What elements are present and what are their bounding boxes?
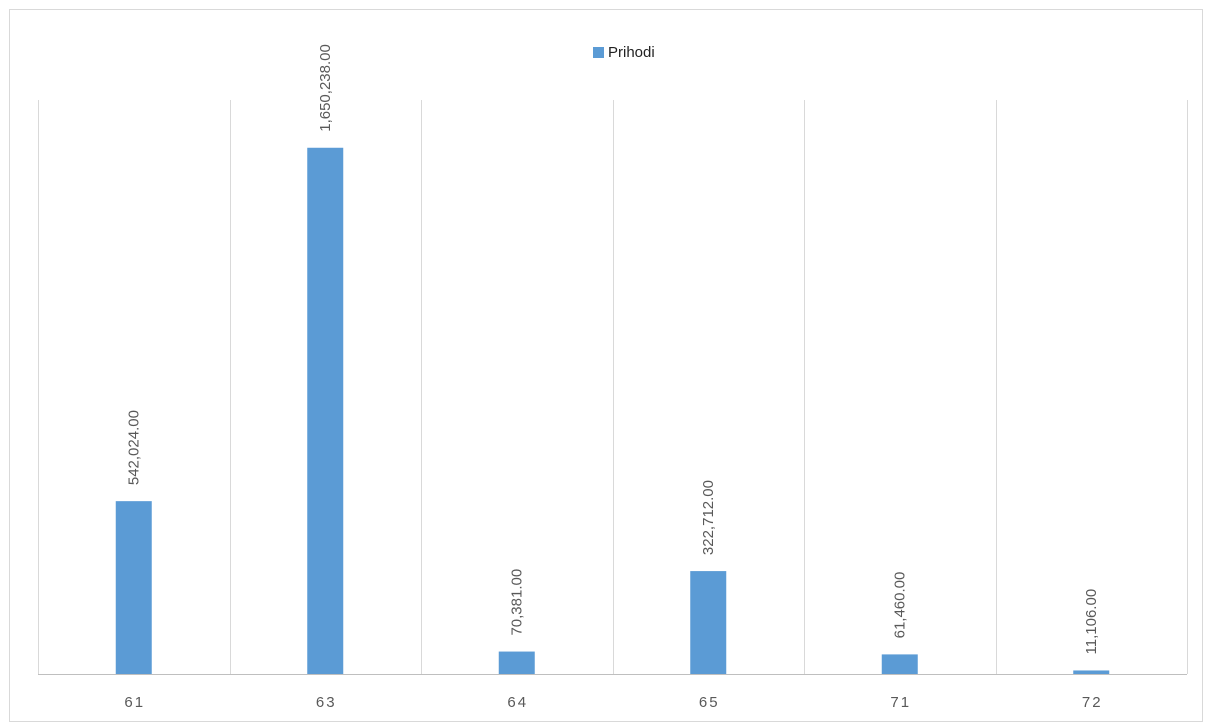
bar-65 [690,571,727,674]
bar-71 [881,654,918,674]
data-label-72: 11,106.00 [1083,589,1100,655]
x-tick-label-65: 65 [699,694,720,711]
bar-63 [307,147,344,674]
bar-61 [115,501,152,674]
x-tick-label-71: 71 [890,694,911,711]
data-label-64: 70,381.00 [509,569,526,636]
x-tick-label-63: 63 [316,694,337,711]
data-label-61: 542,024.00 [126,410,143,485]
legend-label: Prihodi [608,43,655,61]
chart-area [9,9,1203,722]
legend-swatch [593,46,604,58]
data-label-65: 322,712.00 [700,480,717,555]
bar-72 [1073,670,1110,674]
x-tick-label-61: 61 [124,694,145,711]
x-tick-label-64: 64 [507,694,528,711]
data-label-63: 1,650,238.00 [317,44,334,132]
data-label-71: 61,460.00 [892,572,909,639]
bar-64 [498,651,535,674]
legend: Prihodi [593,42,655,62]
x-tick-label-72: 72 [1082,694,1103,711]
